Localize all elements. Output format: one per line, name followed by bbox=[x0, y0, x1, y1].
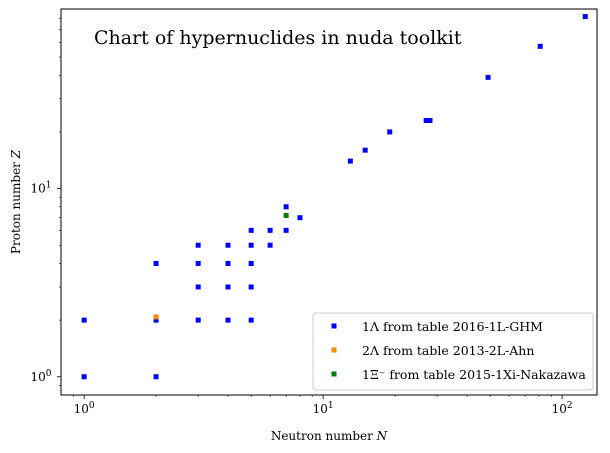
legend-marker-1xi bbox=[331, 371, 337, 377]
x-tick-label: 100 bbox=[74, 401, 95, 416]
data-point-series-0 bbox=[485, 74, 491, 80]
data-point-series-0 bbox=[248, 242, 254, 248]
data-point-series-0 bbox=[225, 284, 231, 290]
y-axis-label: Proton number Z bbox=[9, 149, 23, 254]
data-point-series-0 bbox=[582, 14, 588, 20]
data-point-series-0 bbox=[283, 204, 289, 210]
data-points bbox=[81, 14, 588, 380]
legend-marker-1lambda bbox=[331, 323, 337, 329]
data-point-series-0 bbox=[225, 260, 231, 266]
data-point-series-0 bbox=[427, 118, 433, 124]
data-point-series-2 bbox=[283, 212, 289, 218]
data-point-series-0 bbox=[248, 284, 254, 290]
data-point-series-0 bbox=[248, 317, 254, 323]
x-axis-label: Neutron number N bbox=[271, 429, 388, 443]
data-point-series-0 bbox=[423, 118, 429, 124]
legend-marker-2lambda bbox=[331, 347, 337, 353]
data-point-series-0 bbox=[153, 317, 159, 323]
data-point-series-0 bbox=[387, 129, 393, 135]
data-point-series-0 bbox=[195, 242, 201, 248]
legend-label-1xi: 1Ξ⁻ from table 2015-1Xi-Nakazawa bbox=[362, 367, 586, 382]
data-point-series-0 bbox=[225, 242, 231, 248]
y-tick-label: 100 bbox=[30, 369, 51, 384]
legend-box bbox=[312, 312, 594, 391]
data-point-series-0 bbox=[248, 260, 254, 266]
data-point-series-0 bbox=[362, 147, 368, 153]
data-point-series-0 bbox=[267, 227, 273, 233]
x-tick-label: 101 bbox=[313, 401, 334, 416]
data-point-series-0 bbox=[537, 43, 543, 49]
data-point-series-0 bbox=[195, 260, 201, 266]
data-point-series-0 bbox=[153, 260, 159, 266]
data-point-series-0 bbox=[81, 374, 87, 380]
data-point-series-0 bbox=[248, 227, 254, 233]
data-point-series-0 bbox=[195, 317, 201, 323]
legend: 1Λ from table 2016-1L-GHM 2Λ from table … bbox=[312, 312, 594, 391]
data-point-series-0 bbox=[153, 374, 159, 380]
data-point-series-0 bbox=[267, 242, 273, 248]
data-point-series-0 bbox=[81, 317, 87, 323]
data-point-series-1 bbox=[153, 314, 159, 320]
plot-frame bbox=[60, 8, 598, 396]
chart-title: Chart of hypernuclides in nuda toolkit bbox=[94, 27, 462, 49]
legend-label-2lambda: 2Λ from table 2013-2L-Ahn bbox=[362, 343, 534, 358]
axis-ticks: 100 101 102 100 101 bbox=[30, 18, 573, 416]
data-point-series-0 bbox=[195, 284, 201, 290]
legend-label-1lambda: 1Λ from table 2016-1L-GHM bbox=[362, 319, 543, 334]
data-point-series-0 bbox=[225, 317, 231, 323]
x-tick-label: 102 bbox=[552, 401, 573, 416]
y-tick-label: 101 bbox=[30, 181, 51, 196]
data-point-series-0 bbox=[347, 158, 353, 164]
data-point-series-0 bbox=[297, 215, 303, 221]
data-point-series-0 bbox=[283, 227, 289, 233]
